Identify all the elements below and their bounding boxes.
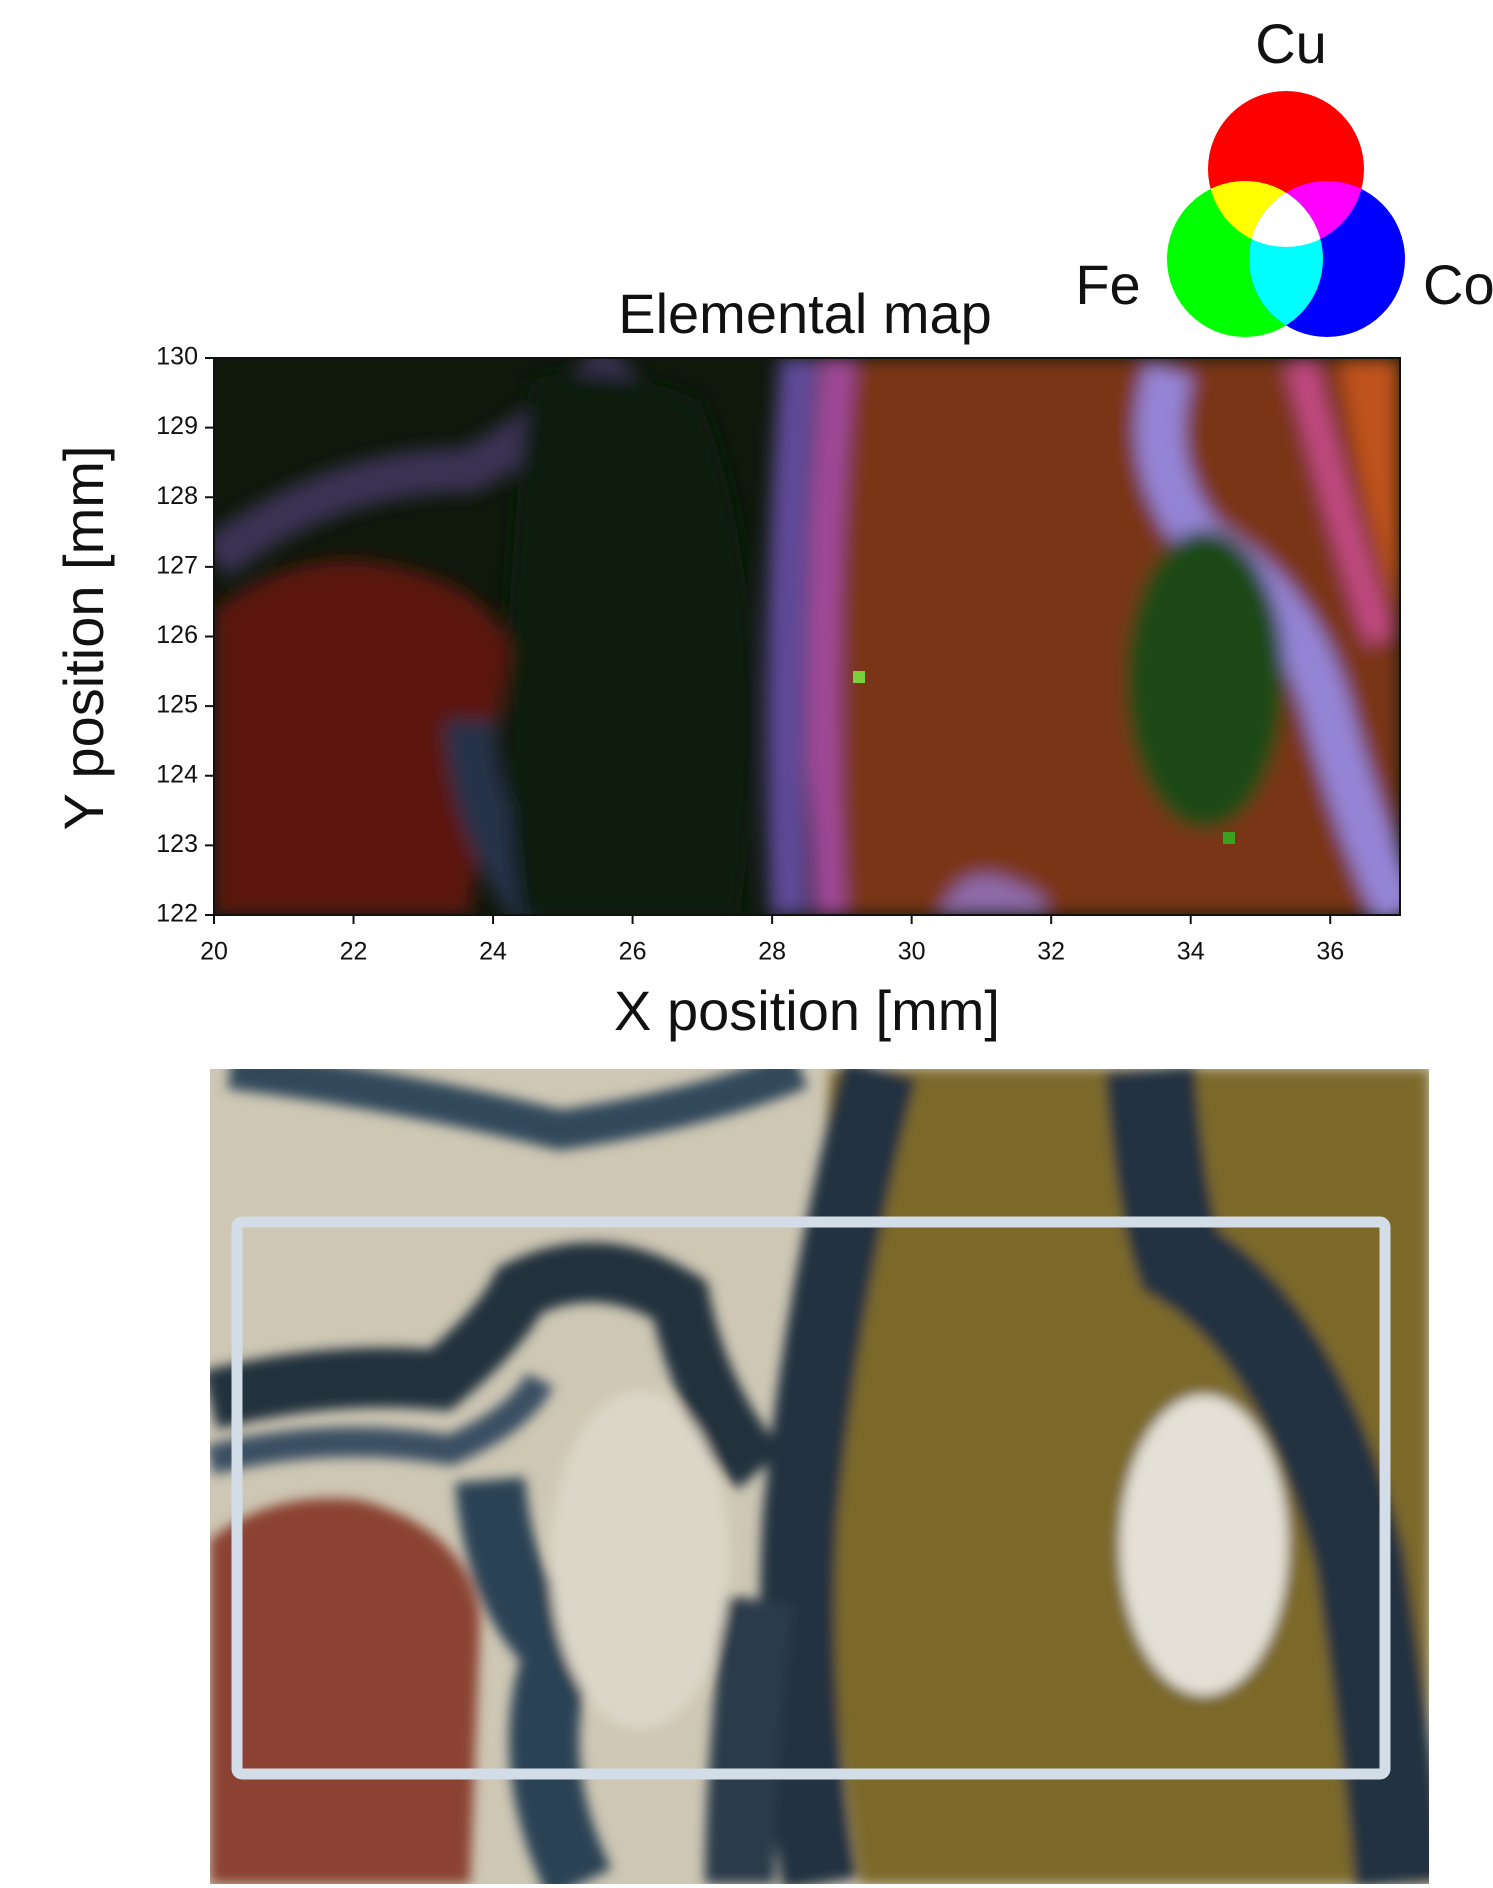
y-tick-label: 130: [156, 343, 198, 371]
x-tick-label: 32: [1037, 938, 1065, 966]
x-tick-label: 34: [1177, 938, 1205, 966]
y-tick-label: 127: [156, 551, 198, 579]
elemental-image: [214, 358, 1400, 915]
y-tick-label: 125: [156, 691, 198, 719]
y-tick-label: 128: [156, 482, 198, 510]
y-tick-label: 129: [156, 412, 198, 440]
x-tick-label: 26: [619, 938, 647, 966]
chart-title: Elemental map: [618, 282, 992, 345]
y-tick-label: 122: [156, 900, 198, 928]
figure: Elemental map X position [mm] Y position…: [0, 0, 1493, 1888]
x-tick-label: 22: [340, 938, 368, 966]
sample-photo: [210, 1069, 1429, 1884]
x-tick-label: 20: [200, 938, 228, 966]
y-axis-label: Y position [mm]: [52, 446, 115, 831]
legend: Cu Fe Co: [1075, 12, 1493, 337]
page: {"chart_data": {"type": "image-map", "ti…: [0, 0, 1493, 1888]
y-tick-label: 123: [156, 830, 198, 858]
legend-label: Co: [1423, 253, 1493, 316]
x-tick-label: 28: [758, 938, 786, 966]
y-tick-label: 124: [156, 760, 198, 788]
legend-label: Fe: [1075, 253, 1140, 316]
x-tick-label: 30: [898, 938, 926, 966]
legend-label: Cu: [1255, 12, 1327, 75]
y-tick-label: 126: [156, 621, 198, 649]
x-tick-label: 36: [1316, 938, 1344, 966]
x-tick-label: 24: [479, 938, 507, 966]
x-axis-label: X position [mm]: [614, 979, 1000, 1042]
